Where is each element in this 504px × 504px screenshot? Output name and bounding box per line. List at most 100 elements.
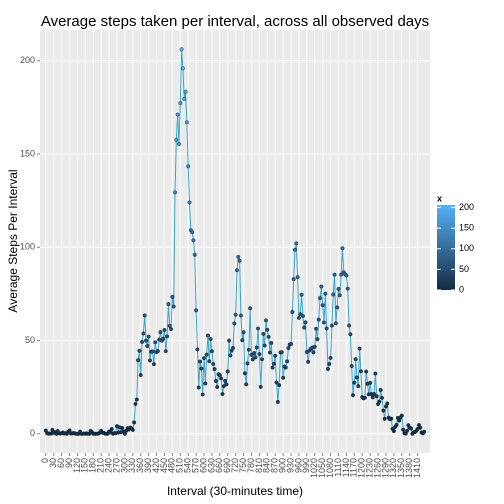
point [220, 392, 225, 397]
legend-label: 100 [459, 243, 474, 253]
point [140, 339, 145, 344]
point [314, 326, 319, 331]
legend-label: 0 [459, 284, 464, 294]
x-tick-label: 1260 [372, 458, 382, 478]
point [289, 342, 294, 347]
point [373, 371, 378, 376]
point [378, 388, 383, 393]
point [180, 66, 185, 71]
point [250, 357, 255, 362]
point [306, 359, 311, 364]
point [232, 321, 237, 326]
point [261, 331, 266, 336]
point [328, 355, 333, 360]
point [231, 345, 236, 350]
chart-title: Average steps taken per interval, across… [41, 13, 429, 30]
point [354, 375, 359, 380]
point [418, 425, 423, 430]
point [199, 366, 204, 371]
point [368, 380, 373, 385]
point [348, 332, 353, 337]
point [291, 277, 296, 282]
point [212, 367, 217, 372]
point [165, 334, 170, 339]
point [170, 294, 175, 299]
x-tick-label: 1320 [388, 458, 398, 478]
point [234, 268, 239, 273]
point [370, 395, 375, 400]
x-tick-label: 450 [159, 458, 169, 473]
point [238, 313, 243, 318]
point [136, 358, 141, 363]
point [183, 89, 188, 94]
point [273, 353, 278, 358]
x-tick-label: 1170 [349, 458, 359, 477]
point [147, 358, 152, 363]
point [163, 349, 168, 354]
point [132, 420, 137, 425]
x-tick-label: 990 [301, 458, 311, 473]
point [153, 340, 158, 345]
point [292, 247, 297, 252]
point [215, 384, 220, 389]
point [263, 318, 268, 323]
x-tick-label: 780 [246, 458, 256, 473]
point [248, 306, 253, 311]
point [171, 304, 176, 309]
point [352, 380, 357, 385]
point [224, 382, 229, 387]
point [134, 397, 139, 402]
point [362, 395, 367, 400]
y-tick-label: 100 [20, 242, 35, 252]
x-tick-label: 240 [103, 458, 113, 473]
point [283, 365, 288, 370]
x-tick-label: 1410 [412, 458, 422, 478]
x-tick-label: 750 [238, 458, 248, 473]
point [141, 331, 146, 336]
x-tick-label: 300 [119, 458, 129, 473]
point [316, 317, 321, 322]
point [227, 338, 232, 343]
point [335, 305, 340, 310]
point [422, 429, 427, 434]
x-tick-label: 630 [206, 458, 216, 473]
x-tick-label: 180 [88, 458, 98, 473]
point [256, 326, 261, 331]
point [401, 427, 406, 432]
point [323, 291, 328, 296]
x-tick-label: 120 [72, 458, 82, 473]
point [337, 293, 342, 298]
point [194, 308, 199, 313]
point [137, 348, 142, 353]
point [236, 254, 241, 259]
point [182, 96, 187, 101]
point [200, 392, 205, 397]
point [382, 416, 387, 421]
x-tick-label: 810 [254, 458, 264, 473]
point [179, 47, 184, 52]
point [242, 371, 247, 376]
point [208, 337, 213, 342]
point [409, 426, 414, 431]
x-tick-label: 930 [285, 458, 295, 473]
point [254, 345, 259, 350]
point [303, 320, 308, 325]
point [311, 350, 316, 355]
point [262, 343, 267, 348]
point [364, 369, 369, 374]
point [394, 422, 399, 427]
point [120, 425, 125, 430]
point [166, 302, 171, 307]
point [144, 338, 149, 343]
x-tick-label: 1380 [404, 458, 414, 478]
legend-label: 200 [459, 202, 474, 212]
point [151, 362, 156, 367]
point [358, 369, 363, 374]
point [405, 428, 410, 433]
x-tick-label: 1020 [309, 458, 319, 478]
colorbar [437, 205, 455, 290]
point [374, 394, 379, 399]
point [399, 413, 404, 418]
x-tick-label: 1110 [333, 458, 343, 477]
